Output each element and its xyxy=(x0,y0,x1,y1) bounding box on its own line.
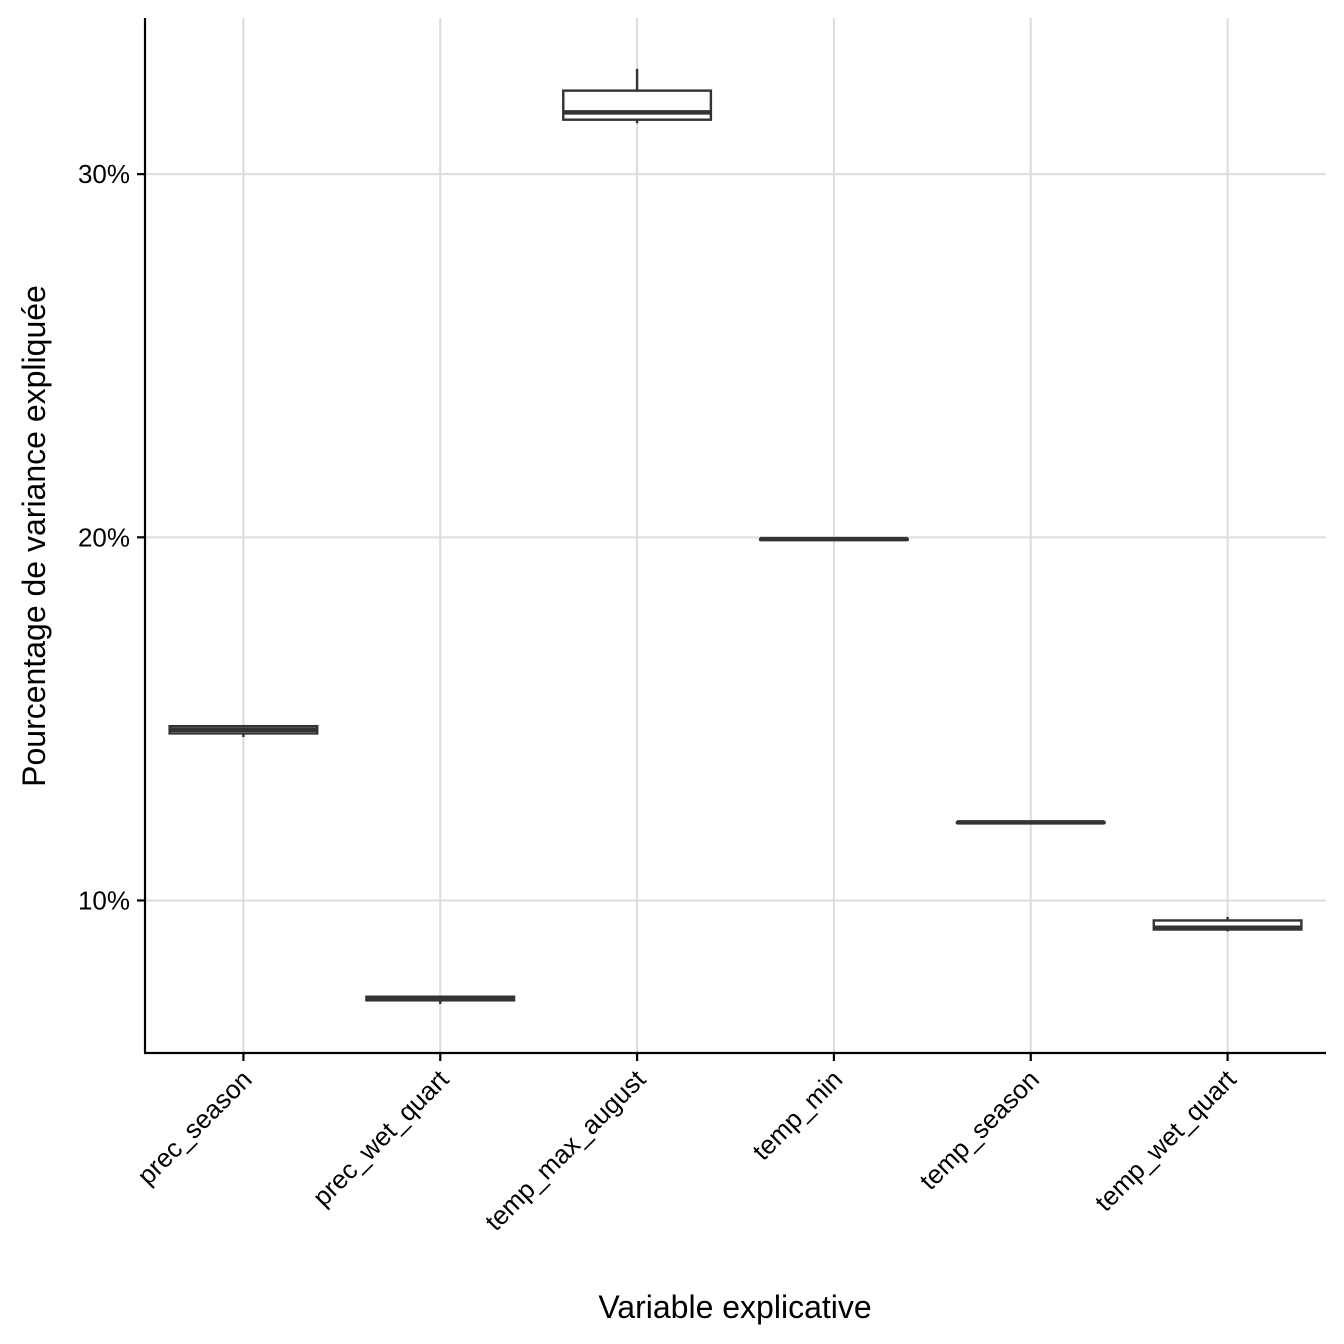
grid xyxy=(145,18,1326,1053)
y-tick-label: 20% xyxy=(78,522,130,552)
x-axis-title: Variable explicative xyxy=(598,1289,871,1325)
x-tick-label: prec_wet_quart xyxy=(307,1063,455,1211)
ticks: 10%20%30%prec_season prec_wet_quart temp_m… xyxy=(78,159,1242,1236)
y-tick-label: 30% xyxy=(78,159,130,189)
box-temp_max_august xyxy=(562,68,713,124)
box-temp_season xyxy=(955,820,1106,825)
box-temp_wet_quart xyxy=(1152,916,1303,932)
axes xyxy=(143,18,1326,1055)
box-prec_season xyxy=(168,724,319,738)
x-tick-label: prec_season xyxy=(131,1064,257,1190)
y-tick-label: 10% xyxy=(78,885,130,915)
boxes xyxy=(168,68,1303,1004)
x-tick-label: temp_wet_quart xyxy=(1089,1063,1243,1217)
box-temp_min xyxy=(758,536,909,542)
box-prec_wet_quart xyxy=(365,995,516,1004)
x-tick-label: temp_max_august xyxy=(479,1063,652,1236)
y-axis-title: Pourcentage de variance expliquée xyxy=(16,285,52,787)
x-tick-label: temp_season xyxy=(913,1064,1045,1196)
box-body xyxy=(562,89,713,121)
x-tick-label: temp_min xyxy=(746,1064,848,1166)
